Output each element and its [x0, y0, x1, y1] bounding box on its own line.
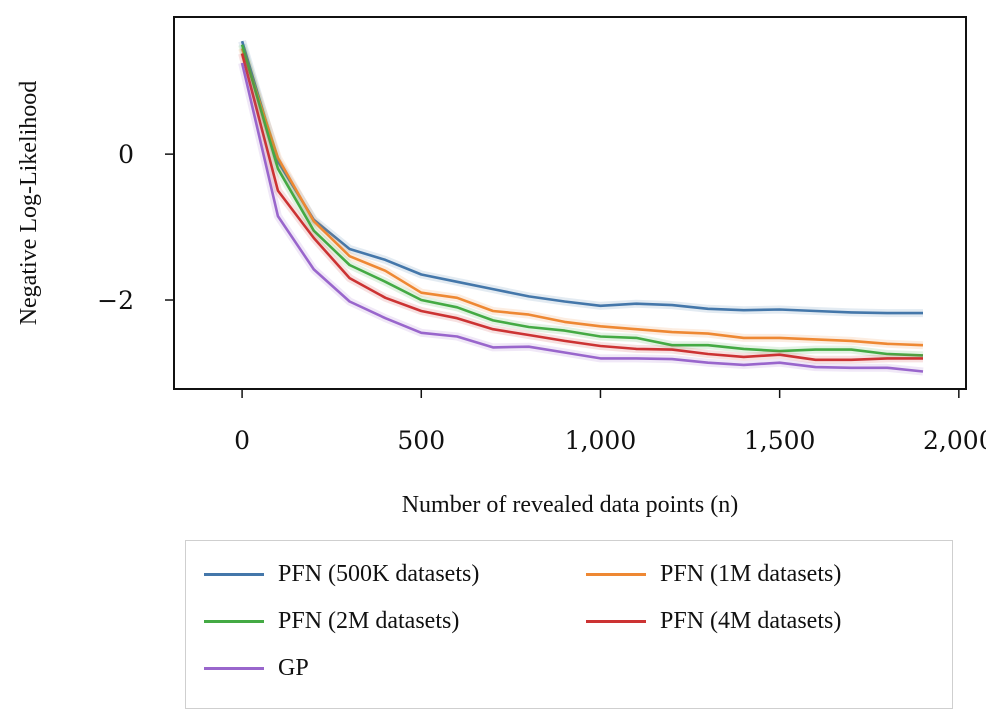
- legend-label: PFN (4M datasets): [660, 607, 842, 634]
- legend-item: PFN (4M datasets): [586, 601, 841, 641]
- legend: PFN (500K datasets) PFN (1M datasets) PFN …: [185, 540, 953, 709]
- legend-label: GP: [278, 654, 309, 681]
- y-axis-label: Negative Log-Likelihood: [16, 81, 42, 326]
- legend-label: PFN (1M datasets): [660, 560, 842, 587]
- y-tick-label: −2: [97, 286, 134, 315]
- series-line-1: [240, 40, 923, 315]
- x-tick-label: 0: [234, 426, 250, 455]
- legend-item: PFN (1M datasets): [586, 554, 841, 594]
- legend-swatch: [586, 572, 646, 576]
- nll-line-chart: 0 500 1,000 1,500 2,000 0 −2 Number of reveale…: [16, 16, 986, 518]
- x-tick-label: 1,500: [744, 426, 816, 455]
- x-tick-label: 500: [397, 426, 445, 455]
- legend-label: PFN (500K datasets): [278, 560, 480, 587]
- x-tick-label: 1,000: [565, 426, 637, 455]
- y-tick-label: 0: [118, 140, 134, 169]
- plot-frame: [173, 16, 967, 390]
- x-tick-label: 2,000: [923, 426, 986, 455]
- legend-swatch: [204, 666, 264, 670]
- series-line-3: [240, 44, 924, 357]
- legend-item: PFN (2M datasets): [204, 601, 459, 641]
- legend-item: GP: [204, 648, 309, 688]
- series-line-4: [240, 53, 923, 362]
- legend-swatch: [204, 619, 264, 623]
- legend-swatch: [586, 619, 646, 623]
- tick-layer: 0 500 1,000 1,500 2,000 0 −2: [97, 140, 986, 455]
- legend-item: PFN (500K datasets): [204, 554, 479, 594]
- x-axis-label: Number of revealed data points (n): [402, 492, 739, 518]
- series-line-5: [240, 62, 924, 373]
- legend-swatch: [204, 572, 264, 576]
- series-line-2: [240, 47, 924, 347]
- series-layer: [238, 39, 924, 376]
- legend-label: PFN (2M datasets): [278, 607, 460, 634]
